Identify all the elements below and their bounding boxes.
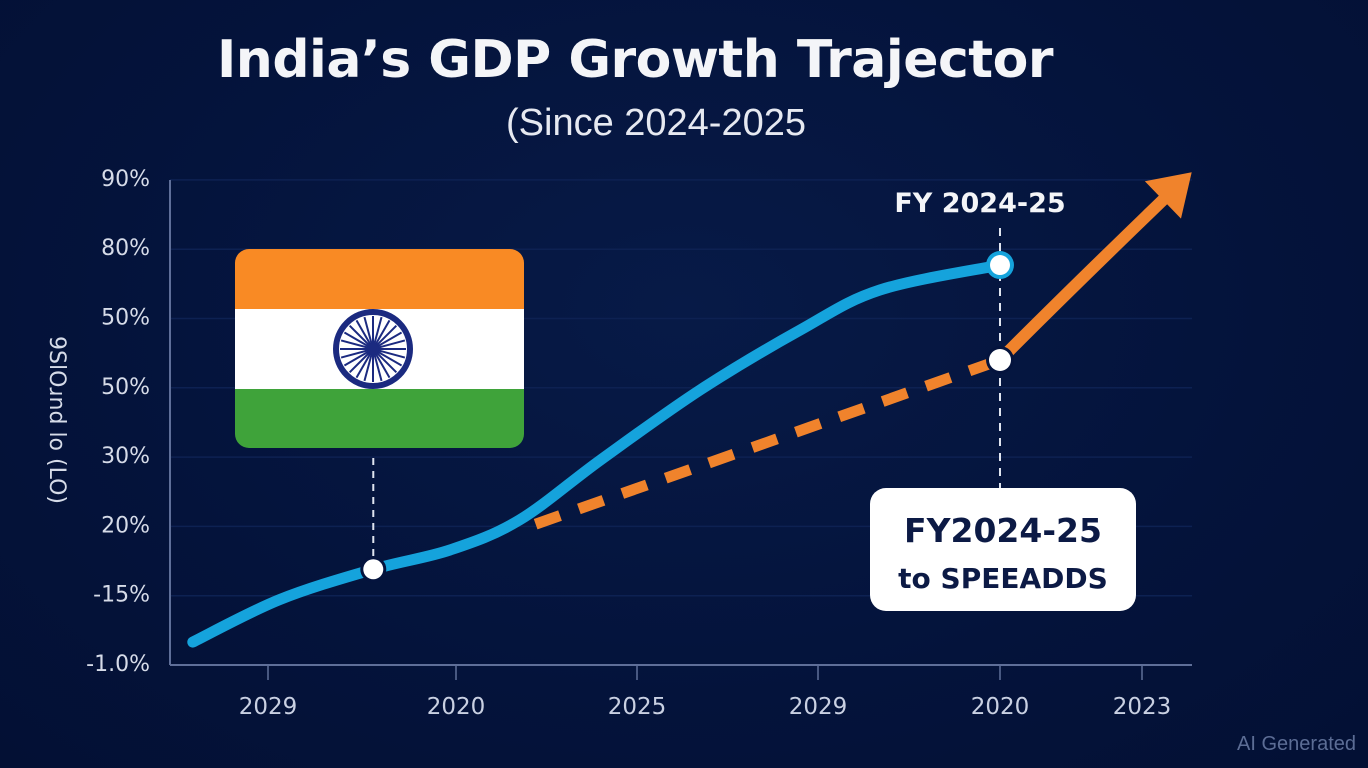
chart-title: India’s GDP Growth Trajector [216,30,1054,90]
chakra-rim [333,309,413,389]
ashoka-chakra-icon [333,309,413,389]
data-point-marker [363,559,384,580]
x-tick-labels: 2029 2020 2025 2029 2020 2023 [239,665,1172,720]
x-tick-label: 2025 [608,694,667,720]
x-tick-label: 2020 [427,694,486,720]
y-tick-label: 20% [101,513,150,538]
callout-line-1: FY2024-25 [904,511,1102,550]
india-flag-icon [235,249,524,448]
ai-generated-watermark: AI Generated [1237,733,1356,755]
annotation-fy-label: FY 2024-25 [894,188,1065,219]
chakra-hub [367,343,379,355]
series-gdp-growth-line [187,259,1006,648]
data-point-marker [989,349,1011,372]
annotation-connectors [372,228,1001,560]
y-tick-label: 50% [101,375,150,400]
series-projected-acceleration-line [994,185,1178,367]
y-tick-label: -1.0% [86,652,150,677]
arrowhead-icon [1144,172,1192,219]
y-tick-label: 80% [101,236,150,261]
x-tick-label: 2029 [239,694,298,720]
data-point-marker [990,255,1010,276]
y-tick-label: 90% [101,167,150,192]
markers-group [360,251,1014,583]
y-tick-label: -15% [93,583,150,608]
annotation-callout-box: FY2024-25 to SPEEADDS [870,488,1136,611]
y-tick-labels: -1.0% -15% 20% 30% 50% 50% 80% 90% [86,167,150,677]
series-projected-trend-line [533,354,1002,530]
axes [169,180,1192,666]
y-tick-label: 30% [101,444,150,469]
x-tick-label: 2029 [789,694,848,720]
flag-saffron-band [235,249,524,309]
x-tick-label: 2020 [971,694,1030,720]
flag-green-band [235,389,524,448]
x-tick-label: 2023 [1113,694,1172,720]
callout-line-2: to SPEEADDS [898,562,1108,595]
chart-subtitle: (Since 2024-2025 [506,102,806,144]
y-axis-label: 9SlOɹnd lo (LO) [44,336,69,504]
y-tick-label: 50% [101,306,150,331]
series-group [187,172,1192,648]
